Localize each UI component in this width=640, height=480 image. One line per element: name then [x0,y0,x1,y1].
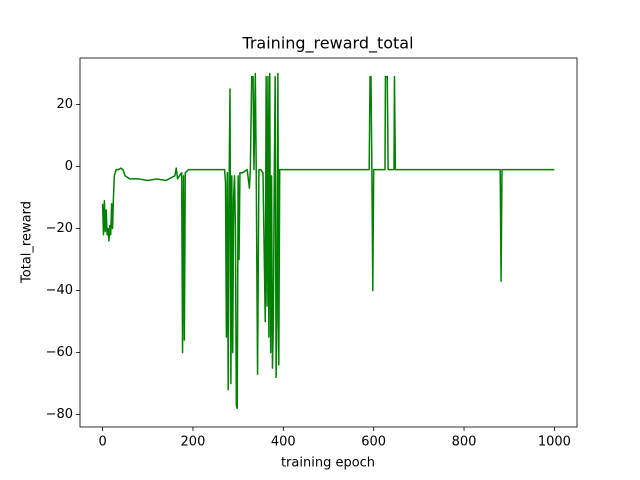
plot-frame [79,57,578,428]
x-tick-label: 800 [452,435,477,450]
y-tick-label: 0 [65,159,73,174]
y-axis-label: Total_reward [20,201,35,284]
x-tick-label: 600 [361,435,386,450]
line [101,72,555,410]
x-tick-label: 0 [98,435,106,450]
x-axis-label: training epoch [281,456,375,471]
y-tick-label: −60 [46,345,73,360]
y-tick-label: −40 [46,283,73,298]
y-tick-label: −80 [46,407,73,422]
x-tick-label: 400 [271,435,296,450]
y-tick-label: −20 [46,221,73,236]
x-tick-label: 200 [181,435,206,450]
y-tick-label: 20 [56,97,73,112]
x-tick-label: 1000 [538,435,571,450]
chart-title: Training_reward_total [241,34,413,54]
